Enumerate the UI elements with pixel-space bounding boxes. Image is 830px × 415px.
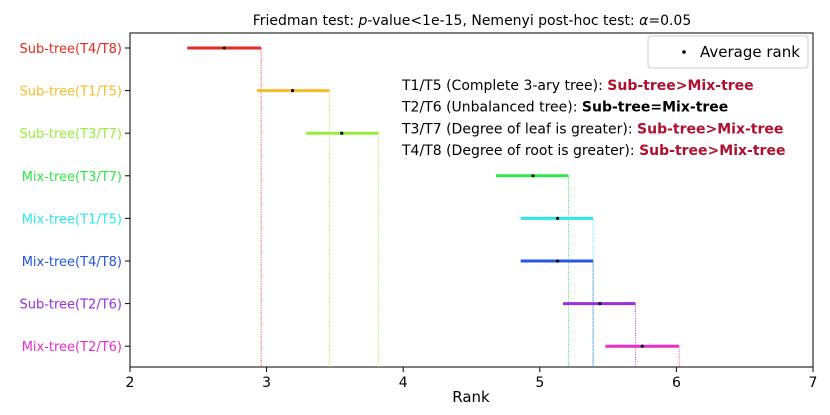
annotation-result: Sub-tree>Mix-tree [607,78,753,94]
x-tick-label: 6 [672,375,681,391]
x-tick-label: 7 [809,375,818,391]
y-tick-label: Mix-tree(T3/T7) [22,170,122,185]
title-alpha: α [639,13,649,29]
annotation-line: T3/T7 (Degree of leaf is greater): Sub-t… [401,121,783,137]
annotation-line: T2/T6 (Unbalanced tree): Sub-tree=Mix-tr… [401,100,728,116]
mean-marker [598,302,602,306]
annotation-result: Sub-tree>Mix-tree [639,143,785,159]
mean-marker [531,174,535,178]
x-tick-label: 5 [535,375,544,391]
y-tick-label: Mix-tree(T1/T5) [22,212,122,227]
annotations: T1/T5 (Complete 3-ary tree): Sub-tree>Mi… [401,78,785,159]
annotation-text: T2/T6 (Unbalanced tree): [401,100,582,116]
chart-title: Friedman test: p-value<1e-15, Nemenyi po… [253,13,692,29]
mean-marker [340,131,344,135]
annotation-text: T4/T8 (Degree of root is greater): [401,143,639,159]
y-tick-label: Sub-tree(T3/T7) [19,127,122,142]
y-tick-label: Sub-tree(T4/T8) [19,42,122,57]
title-p: p [358,13,368,29]
plot-area: 2 3 4 5 6 7 Sub-tree(T4/T8) Sub-tree(T1/T5) Sub-… [19,32,818,391]
legend: Average rank [647,35,809,69]
annotation-line: T1/T5 (Complete 3-ary tree): Sub-tree>Mi… [401,78,754,94]
x-tick-label: 4 [399,375,408,391]
annotation-text: T1/T5 (Complete 3-ary tree): [401,78,607,94]
annotation-text: T3/T7 (Degree of leaf is greater): [401,121,637,137]
mean-marker [290,89,295,93]
y-tick-label: Sub-tree(T1/T5) [19,85,122,100]
annotation-result: Sub-tree=Mix-tree [582,100,728,116]
legend-label: Average rank [700,43,800,61]
y-tick-label: Mix-tree(T4/T8) [22,255,122,270]
title-post: =0.05 [648,13,691,29]
x-tick-label: 2 [126,375,135,391]
annotation-result: Sub-tree>Mix-tree [637,121,783,137]
x-tick-label: 3 [262,375,271,391]
mean-marker [555,216,560,220]
plot-frame [129,32,814,368]
mean-marker [640,344,644,348]
mean-marker [555,259,560,263]
y-tick-label: Mix-tree(T2/T6) [22,340,122,355]
mean-marker [222,46,226,50]
y-tick-label: Sub-tree(T2/T6) [19,298,122,313]
title-pre: Friedman test: [253,13,359,29]
legend-box [647,35,809,69]
title-mid: -value<1e-15, Nemenyi post-hoc test: [367,13,639,29]
x-axis-label: Rank [452,388,490,406]
legend-marker [682,50,686,54]
annotation-line: T4/T8 (Degree of root is greater): Sub-t… [401,143,785,159]
